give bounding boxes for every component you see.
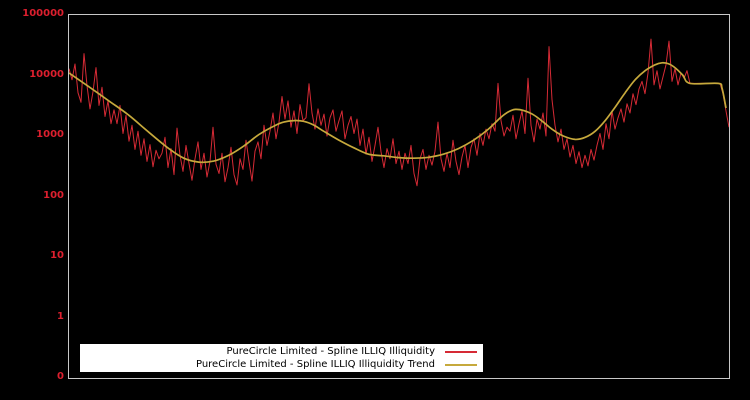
- legend-entry-illiq: PureCircle Limited - Spline ILLIQ Illiqu…: [80, 345, 483, 358]
- illiq-series-line: [69, 38, 729, 187]
- y-tick-label: 100000: [22, 8, 64, 19]
- y-axis-tick-labels: 100000 10000 1000 100 10 1 0: [0, 0, 66, 400]
- legend-line-swatch-trend: [445, 363, 477, 366]
- legend-line-swatch-illiq: [445, 350, 477, 353]
- y-tick-label: 1000: [36, 129, 64, 140]
- plot-area: [68, 14, 730, 379]
- illiq-trend-line: [69, 61, 727, 164]
- y-tick-label: 10: [50, 250, 64, 261]
- y-tick-label: 10000: [29, 68, 64, 80]
- legend-label-illiq: PureCircle Limited - Spline ILLIQ Illiqu…: [226, 346, 435, 357]
- y-tick-label: 0: [57, 371, 64, 382]
- legend-label-trend: PureCircle Limited - Spline ILLIQ Illiqu…: [195, 359, 435, 370]
- legend: PureCircle Limited - Spline ILLIQ Illiqu…: [80, 344, 483, 372]
- y-tick-label: 1: [57, 310, 64, 322]
- y-tick-label: 100: [43, 189, 64, 201]
- chart-canvas: [69, 38, 729, 187]
- legend-entry-trend: PureCircle Limited - Spline ILLIQ Illiqu…: [80, 358, 483, 371]
